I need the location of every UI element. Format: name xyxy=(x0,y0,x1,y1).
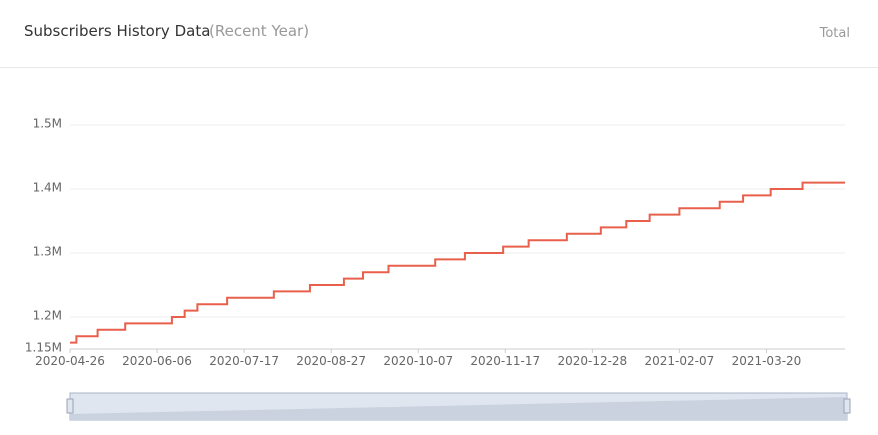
y-tick-label: 1.5M xyxy=(33,117,62,131)
x-tick-label: 2021-02-07 xyxy=(645,354,715,368)
zoom-handle[interactable] xyxy=(66,398,74,414)
x-tick-label: 2021-03-20 xyxy=(732,354,802,368)
x-tick-label: 2020-10-07 xyxy=(383,354,453,368)
subtitle: (Recent Year) xyxy=(209,22,310,40)
x-tick-label: 2020-07-17 xyxy=(209,354,279,368)
header: Subscribers History Data (Recent Year) T… xyxy=(0,0,878,68)
zoom-preview xyxy=(70,397,847,420)
x-tick-label: 2020-04-26 xyxy=(35,354,105,368)
y-tick-label: 1.3M xyxy=(33,245,62,259)
x-tick-label: 2020-11-17 xyxy=(470,354,540,368)
y-tick-label: 1.2M xyxy=(33,309,62,323)
x-tick-label: 2020-06-06 xyxy=(122,354,192,368)
title: Subscribers History Data xyxy=(24,22,211,40)
y-tick-label: 1.15M xyxy=(25,341,62,355)
series-line xyxy=(70,181,845,344)
zoom-handle[interactable] xyxy=(843,398,851,414)
y-tick-label: 1.4M xyxy=(33,181,62,195)
x-tick-label: 2020-08-27 xyxy=(296,354,366,368)
x-tick-label: 2020-12-28 xyxy=(557,354,627,368)
total-link[interactable]: Total xyxy=(819,26,850,41)
data-zoom[interactable] xyxy=(66,392,851,421)
